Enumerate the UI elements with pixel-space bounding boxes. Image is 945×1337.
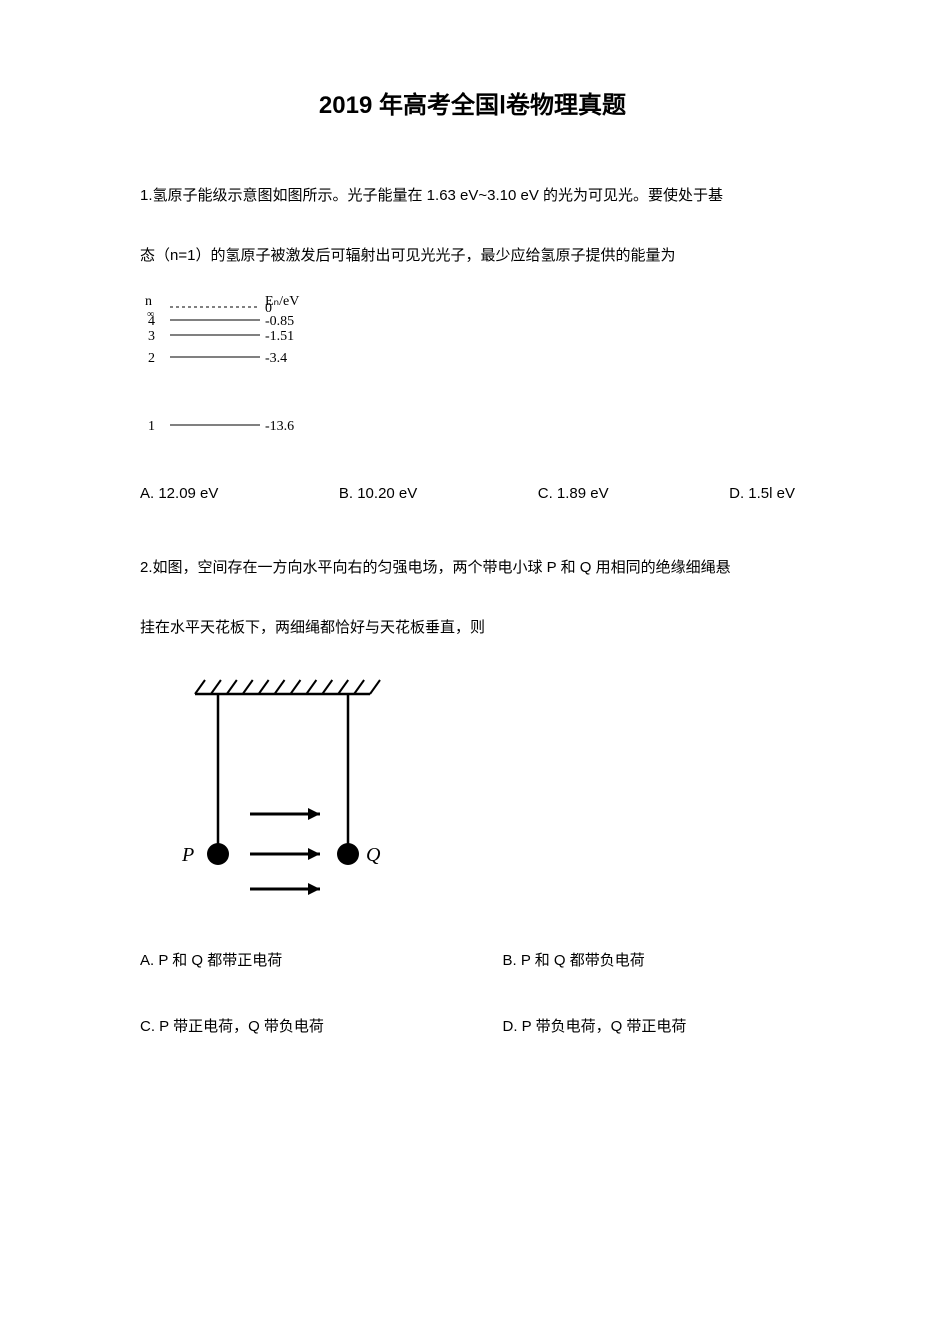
svg-text:Q: Q xyxy=(366,844,381,866)
svg-text:-1.51: -1.51 xyxy=(265,329,294,344)
energy-level-svg: nEₙ/eV∞04-0.853-1.512-3.41-13.6 xyxy=(140,295,330,460)
q1-option-c: C. 1.89 eV xyxy=(538,485,609,502)
svg-text:1: 1 xyxy=(148,419,155,434)
q1-option-b: B. 10.20 eV xyxy=(339,485,417,502)
svg-text:3: 3 xyxy=(148,329,155,344)
svg-text:-3.4: -3.4 xyxy=(265,351,287,366)
q2-options: A. P 和 Q 都带正电荷 B. P 和 Q 都带负电荷 C. P 带正电荷，… xyxy=(140,949,805,1036)
svg-text:n: n xyxy=(145,295,152,309)
svg-text:P: P xyxy=(181,844,194,866)
q2-charges-diagram: PQ xyxy=(140,669,400,919)
q2-text-line2: 挂在水平天花板下，两细绳都恰好与天花板垂直，则 xyxy=(140,607,805,649)
question-1: 1.氢原子能级示意图如图所示。光子能量在 1.63 eV~3.10 eV 的光为… xyxy=(140,175,805,502)
q1-text-line2: 态（n=1）的氢原子被激发后可辐射出可见光光子，最少应给氢原子提供的能量为 xyxy=(140,235,805,277)
q2-option-a: A. P 和 Q 都带正电荷 xyxy=(140,949,473,970)
charges-svg: PQ xyxy=(140,669,400,919)
q1-option-a: A. 12.09 eV xyxy=(140,485,218,502)
svg-text:4: 4 xyxy=(148,314,155,329)
svg-text:2: 2 xyxy=(148,351,155,366)
q1-energy-level-diagram: nEₙ/eV∞04-0.853-1.512-3.41-13.6 xyxy=(140,295,330,460)
q1-text-line1: 1.氢原子能级示意图如图所示。光子能量在 1.63 eV~3.10 eV 的光为… xyxy=(140,175,805,217)
q2-option-d: D. P 带负电荷，Q 带正电荷 xyxy=(473,1015,806,1036)
q1-option-d: D. 1.5l eV xyxy=(729,485,795,502)
page-title: 2019 年高考全国Ⅰ卷物理真题 xyxy=(140,85,805,120)
q2-text-line1: 2.如图，空间存在一方向水平向右的匀强电场，两个带电小球 P 和 Q 用相同的绝… xyxy=(140,547,805,589)
q1-options: A. 12.09 eV B. 10.20 eV C. 1.89 eV D. 1.… xyxy=(140,485,805,502)
q2-option-c: C. P 带正电荷，Q 带负电荷 xyxy=(140,1015,473,1036)
question-2: 2.如图，空间存在一方向水平向右的匀强电场，两个带电小球 P 和 Q 用相同的绝… xyxy=(140,547,805,1036)
svg-text:-13.6: -13.6 xyxy=(265,419,294,434)
svg-text:-0.85: -0.85 xyxy=(265,314,294,329)
q2-option-b: B. P 和 Q 都带负电荷 xyxy=(473,949,806,970)
